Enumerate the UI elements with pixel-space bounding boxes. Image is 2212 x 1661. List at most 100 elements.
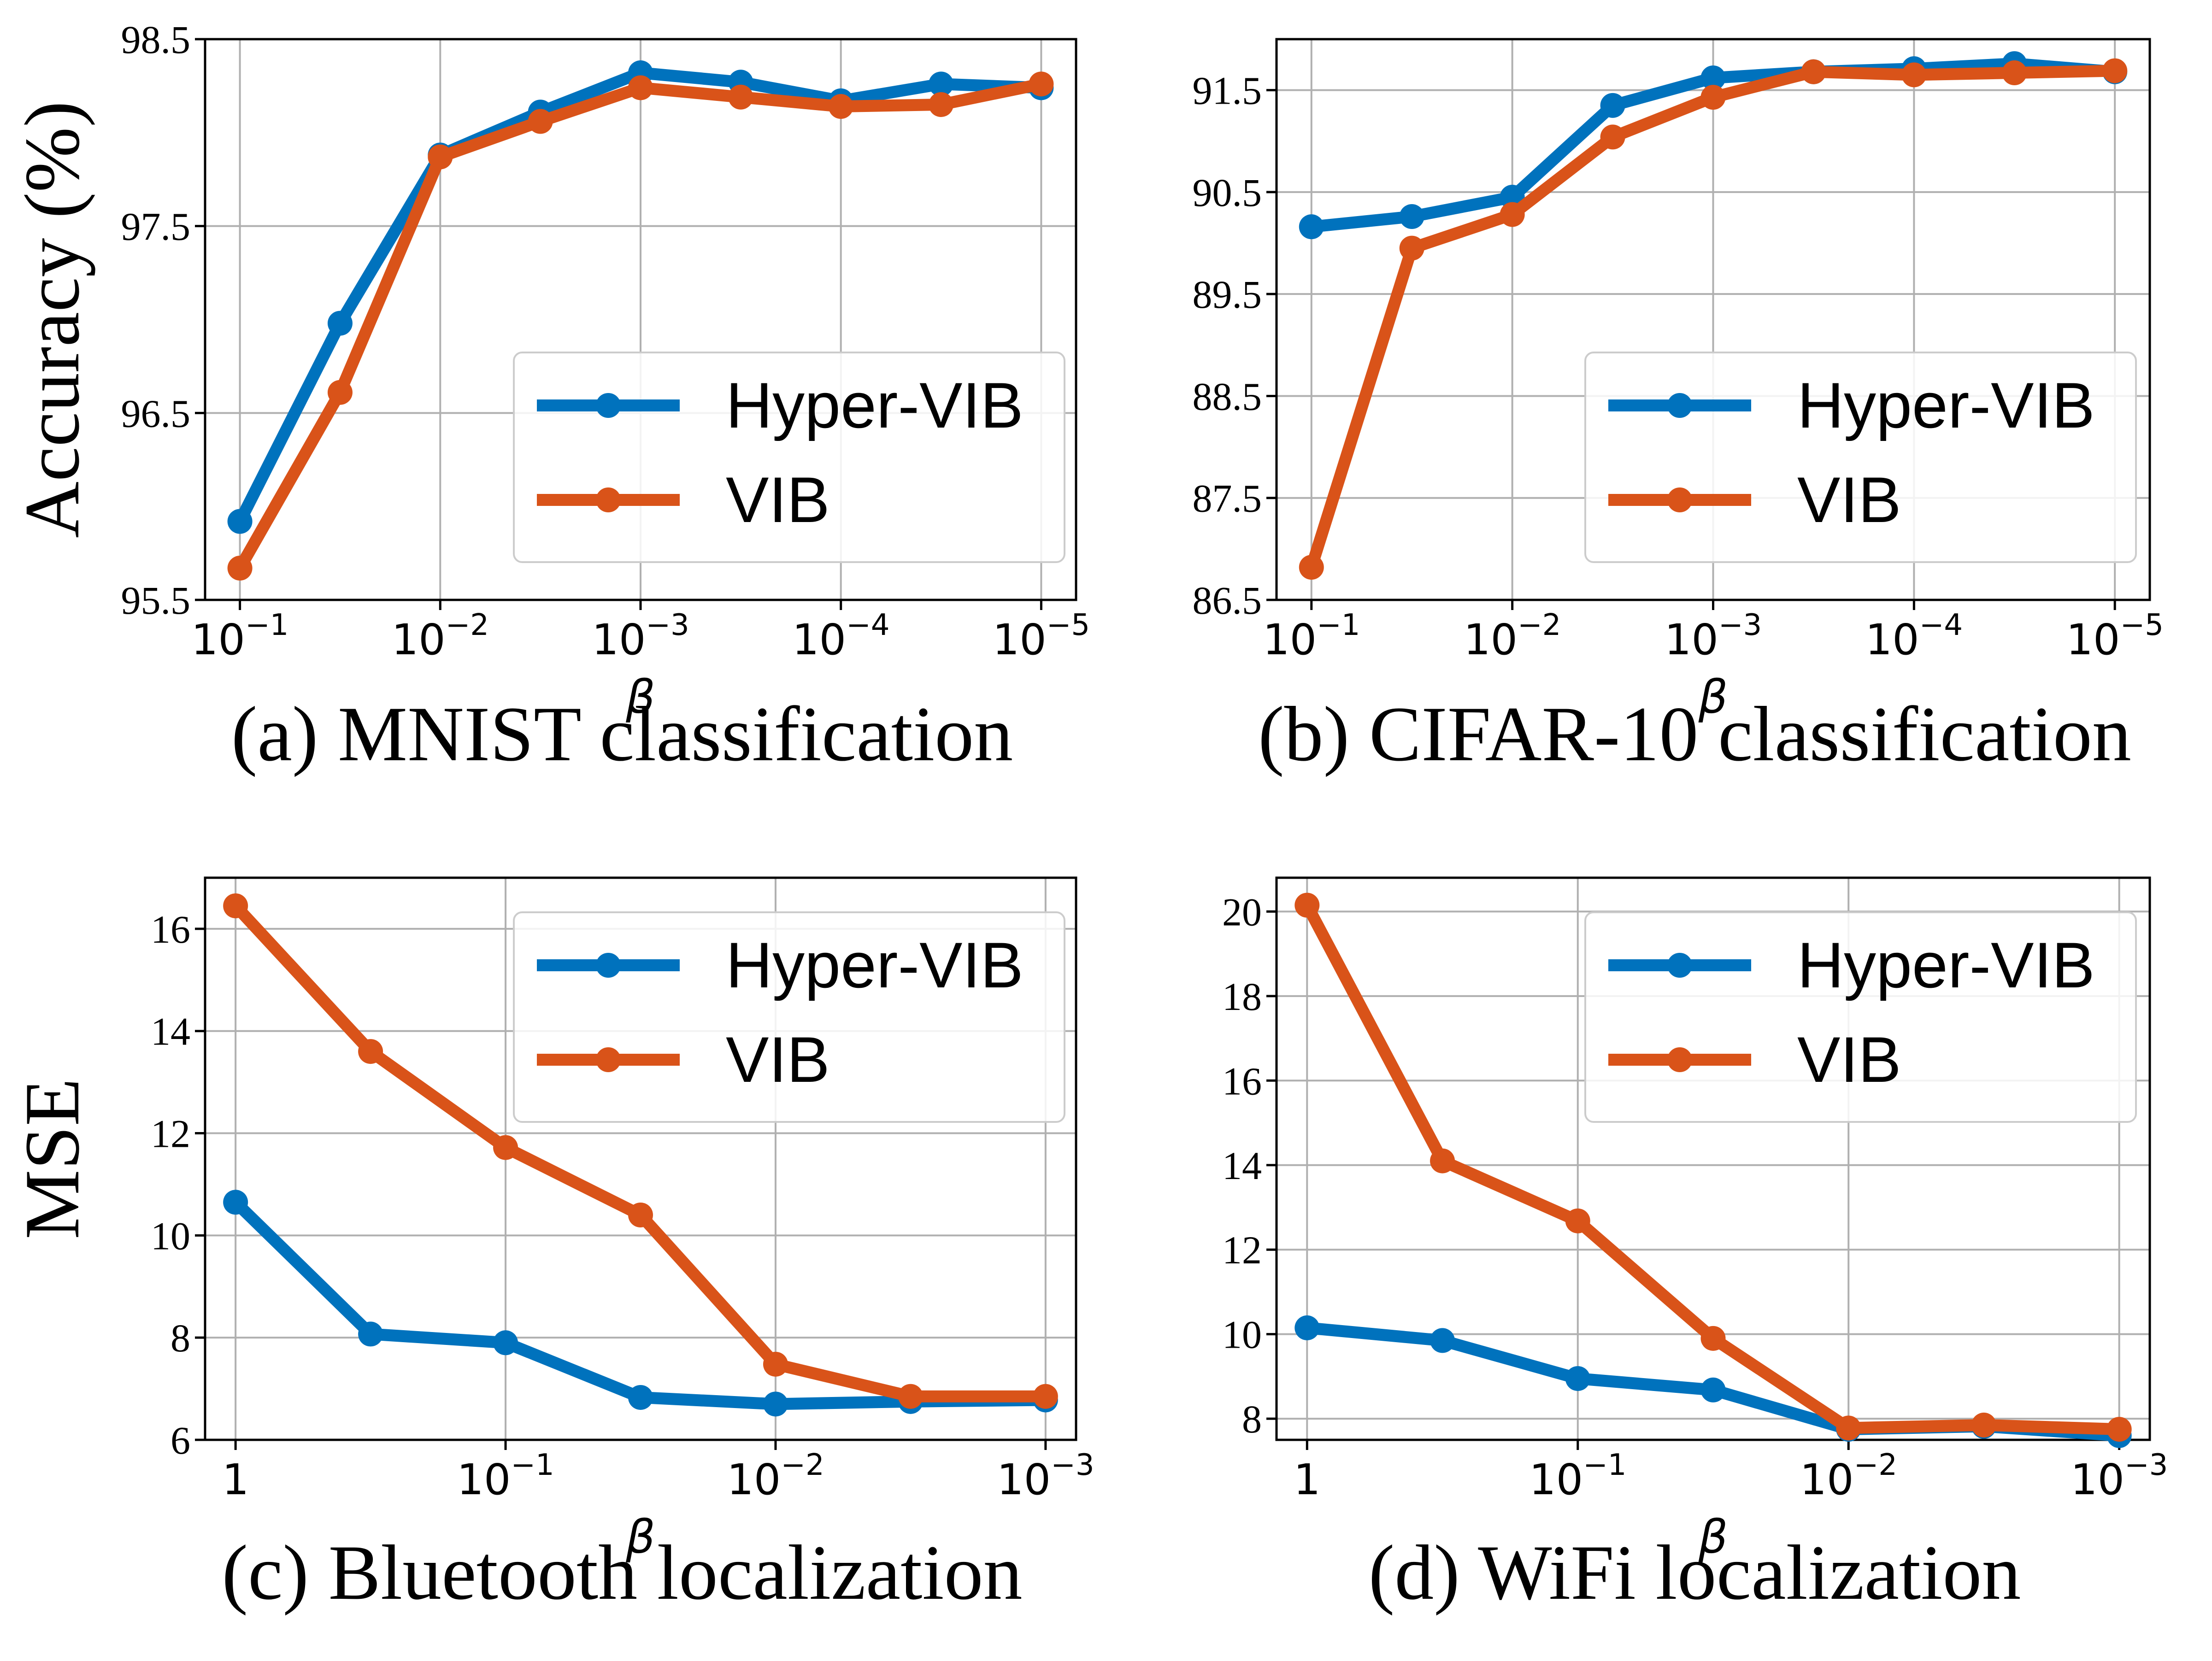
y-tick-label: 88.5	[1193, 374, 1262, 418]
data-point	[1901, 62, 1927, 88]
data-point	[1801, 59, 1826, 84]
y-tick-label: 89.5	[1193, 272, 1262, 317]
x-tick-label: 10−4	[792, 608, 889, 664]
x-tick-label: 1	[222, 1455, 249, 1504]
x-tick-label: 10−3	[1665, 608, 1762, 664]
data-point	[1600, 93, 1625, 118]
y-tick-label: 98.5	[121, 18, 191, 62]
y-tick-label: 16	[151, 907, 190, 951]
y-tick-label: 90.5	[1193, 170, 1262, 215]
legend: Hyper-VIB VIB	[513, 352, 1065, 563]
series-vib	[1299, 58, 2128, 580]
data-point	[1430, 1148, 1455, 1174]
x-tick-label: 10−3	[592, 608, 689, 664]
series-vib	[223, 893, 1058, 1409]
series-vib	[227, 71, 1054, 581]
data-point	[1430, 1328, 1455, 1353]
data-point	[327, 380, 353, 405]
data-point	[929, 92, 954, 117]
legend-swatch-marker	[1667, 393, 1692, 418]
y-tick-label: 86.5	[1193, 578, 1262, 622]
series-vib	[1294, 892, 2132, 1442]
data-point	[1700, 1377, 1726, 1403]
panel-d: 8 10 12 14 16 18 20 1 10−1 10−2 10−3 β(d) WiFi loca…	[1222, 876, 2168, 1616]
y-tick-label: 8	[171, 1316, 190, 1360]
data-point	[728, 84, 753, 110]
data-point	[763, 1391, 788, 1417]
y-axis-label: MSE	[9, 1078, 95, 1239]
data-point	[227, 509, 253, 534]
x-tick-label: 10−2	[1800, 1448, 1897, 1504]
axes-frame	[204, 876, 1077, 1441]
data-point	[1700, 85, 1726, 110]
legend-label: Hyper-VIB	[726, 929, 1024, 1001]
y-tick-label: 12	[151, 1112, 190, 1156]
x-tick-label: 10−1	[1263, 608, 1360, 664]
x-tick-label: 10−3	[997, 1448, 1094, 1504]
data-point	[358, 1039, 383, 1064]
data-point	[227, 556, 253, 581]
x-axis-label: β	[1698, 1510, 1728, 1564]
x-axis-label: β	[625, 670, 655, 724]
legend: Hyper-VIB VIB	[1584, 352, 2137, 563]
data-point	[493, 1330, 518, 1356]
y-axis-label: Accuracy (%)	[9, 101, 95, 538]
y-tick-label: 10	[1222, 1313, 1262, 1357]
x-tick-label: 10−5	[2066, 608, 2163, 664]
data-point	[1294, 1315, 1320, 1340]
data-point	[493, 1135, 518, 1160]
data-point	[223, 893, 248, 918]
data-point	[628, 1203, 653, 1227]
data-point	[1294, 892, 1320, 918]
data-point	[223, 1190, 248, 1215]
x-tick-label: 10−2	[1464, 608, 1561, 664]
data-point	[1299, 214, 1324, 240]
y-tick-label: 6	[171, 1418, 190, 1462]
legend-swatch-marker	[1667, 487, 1692, 512]
panel-a: 95.5 96.5 97.5 98.5 10−1 10−2 10−3 10−4 10−5 β Acc…	[9, 18, 1090, 777]
data-point	[628, 1385, 653, 1410]
legend-label: VIB	[726, 464, 830, 536]
legend-swatch-marker	[596, 393, 621, 418]
y-tick-label: 8	[1242, 1397, 1262, 1441]
data-point	[898, 1384, 923, 1409]
x-tick-label: 10−5	[993, 608, 1090, 664]
x-tick-label: 10−3	[2071, 1448, 2168, 1504]
panel-caption: (b) CIFAR-10 classification	[1258, 691, 2131, 777]
legend-label: VIB	[726, 1023, 830, 1096]
data-point	[327, 311, 353, 336]
x-tick-label: 10−1	[191, 608, 288, 664]
data-point	[1565, 1366, 1590, 1391]
data-point	[2106, 1417, 2132, 1442]
legend: Hyper-VIB VIB	[1584, 911, 2137, 1123]
legend-label: Hyper-VIB	[726, 369, 1024, 441]
data-point	[428, 144, 453, 170]
data-point	[2102, 58, 2128, 83]
data-point	[1033, 1384, 1058, 1409]
x-tick-label: 10−1	[1529, 1448, 1626, 1504]
legend-label: VIB	[1797, 464, 1901, 536]
x-axis-label: β	[1698, 670, 1728, 724]
data-point	[1836, 1415, 1861, 1441]
data-point	[628, 75, 653, 100]
y-tick-label: 87.5	[1193, 476, 1262, 521]
data-point	[1700, 65, 1726, 91]
data-point	[1700, 1326, 1726, 1351]
legend-swatch-marker	[1667, 1047, 1692, 1072]
y-tick-label: 97.5	[121, 205, 191, 249]
axes-frame	[1275, 876, 2151, 1441]
data-point	[1600, 124, 1625, 150]
x-tick-label: 10−2	[727, 1448, 824, 1504]
data-point	[1399, 235, 1424, 261]
legend-label: Hyper-VIB	[1797, 369, 2095, 441]
y-tick-label: 12	[1222, 1228, 1262, 1272]
panel-caption: (a) MNIST classification	[231, 691, 1013, 777]
legend-swatch-marker	[596, 953, 621, 978]
x-tick-label: 1	[1294, 1455, 1321, 1504]
data-point	[929, 71, 954, 97]
y-tick-label: 96.5	[121, 391, 191, 435]
legend-swatch-marker	[596, 1047, 621, 1072]
series-line	[229, 1196, 1052, 1410]
y-tick-label: 18	[1222, 974, 1262, 1019]
y-tick-label: 14	[1222, 1144, 1262, 1188]
